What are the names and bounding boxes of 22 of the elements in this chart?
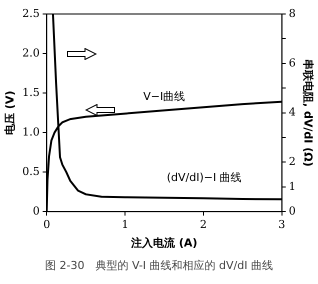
- x-tick-label: 1: [122, 218, 129, 232]
- y-tick-label: 2.0: [22, 46, 40, 60]
- y-tick-label: 1.0: [22, 125, 40, 138]
- x-tick-label: 0: [43, 218, 50, 232]
- annotation: V−I曲线: [143, 90, 186, 103]
- y-tick-label: 2.5: [22, 6, 40, 20]
- y2-tick-label: 0: [288, 204, 296, 218]
- y2-tick-label: 2: [288, 155, 296, 168]
- y2-tick-label: 4: [288, 106, 296, 119]
- x-axis-title: 注入电流 (A): [130, 236, 198, 250]
- y2-tick-label: 6: [288, 56, 296, 70]
- y-tick-label: 0.5: [22, 164, 40, 178]
- caption: 图 2-30 典型的 V-I 曲线和相应的 dV/dI 曲线: [44, 258, 274, 273]
- y2-tick-label: 8: [288, 6, 296, 20]
- x-tick-label: 2: [200, 218, 207, 232]
- y-axis-title: 电压 (V): [3, 90, 16, 136]
- y-tick-label: 0: [32, 204, 40, 218]
- y-tick-label: 1.5: [22, 86, 40, 99]
- y2-tick-label: 1: [288, 180, 296, 193]
- y2-axis-title: 串联电阻, dV/dI (Ω): [302, 58, 315, 167]
- x-tick-label: 3: [278, 218, 286, 232]
- annotation: (dV/dI)−I 曲线: [166, 170, 242, 184]
